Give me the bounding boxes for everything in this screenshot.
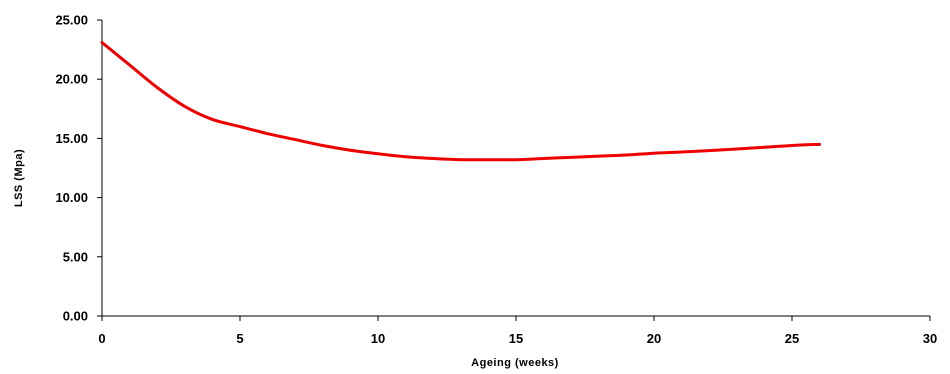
y-tick-label: 25.00	[55, 13, 88, 28]
series-line	[100, 41, 822, 162]
x-tick-label: 20	[647, 331, 661, 346]
y-axis: 0.00 5.00 10.00 15.00 20.00 25.00	[55, 13, 103, 324]
y-axis-title: LSS (Mpa)	[13, 149, 25, 207]
y-tick-label: 5.00	[63, 249, 88, 264]
x-tick-label: 15	[509, 331, 523, 346]
x-tick-label: 25	[785, 331, 799, 346]
x-tick-label: 0	[98, 331, 105, 346]
y-tick-label: 0.00	[63, 309, 88, 324]
x-axis: 0 5 10 15 20 25 30	[98, 315, 937, 346]
y-tick-label: 10.00	[55, 190, 88, 205]
y-tick-label: 15.00	[55, 131, 88, 146]
x-tick-label: 5	[236, 331, 243, 346]
x-axis-title: Ageing (weeks)	[471, 357, 559, 369]
x-tick-label: 10	[371, 331, 385, 346]
y-tick-label: 20.00	[55, 72, 88, 87]
x-tick-label: 30	[923, 331, 937, 346]
series-layer	[100, 41, 822, 162]
